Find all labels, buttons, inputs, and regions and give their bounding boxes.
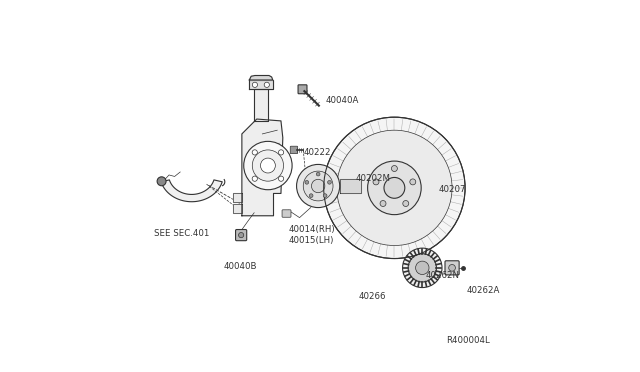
Circle shape (408, 254, 436, 282)
Circle shape (323, 194, 327, 198)
Circle shape (296, 164, 340, 208)
FancyBboxPatch shape (445, 261, 459, 275)
Text: 40222: 40222 (303, 148, 331, 157)
Text: R400004L: R400004L (447, 336, 490, 345)
FancyBboxPatch shape (236, 230, 246, 241)
Circle shape (449, 264, 456, 271)
Polygon shape (232, 193, 242, 202)
Text: 40040B: 40040B (223, 262, 257, 271)
Circle shape (384, 177, 405, 198)
Circle shape (410, 179, 416, 185)
FancyBboxPatch shape (291, 146, 298, 154)
Circle shape (403, 248, 442, 288)
Circle shape (373, 179, 379, 185)
Circle shape (252, 176, 257, 181)
Circle shape (316, 172, 320, 176)
Circle shape (278, 176, 284, 181)
Text: 40262A: 40262A (467, 286, 500, 295)
Polygon shape (250, 80, 273, 89)
FancyBboxPatch shape (298, 85, 307, 94)
Circle shape (324, 117, 465, 259)
Text: 40040A: 40040A (326, 96, 359, 105)
Circle shape (278, 150, 284, 155)
Circle shape (264, 82, 269, 87)
Circle shape (367, 161, 421, 215)
Circle shape (337, 130, 452, 246)
Circle shape (328, 180, 332, 184)
Text: 40262N: 40262N (426, 271, 460, 280)
Circle shape (252, 150, 284, 181)
Circle shape (157, 177, 166, 186)
Text: SEE SEC.401: SEE SEC.401 (154, 229, 210, 238)
Polygon shape (161, 180, 222, 202)
Polygon shape (250, 76, 273, 80)
Circle shape (403, 201, 409, 206)
FancyBboxPatch shape (282, 210, 291, 217)
Text: 40207: 40207 (439, 185, 467, 194)
Text: 40266: 40266 (358, 292, 386, 301)
Circle shape (252, 150, 257, 155)
Circle shape (392, 166, 397, 171)
Polygon shape (340, 179, 361, 193)
Circle shape (239, 232, 244, 238)
Polygon shape (242, 119, 283, 216)
Circle shape (380, 201, 386, 206)
Circle shape (303, 171, 333, 201)
Text: 40202M: 40202M (355, 174, 390, 183)
Circle shape (244, 141, 292, 190)
Circle shape (260, 158, 275, 173)
Circle shape (309, 194, 313, 198)
Polygon shape (254, 89, 268, 121)
Circle shape (252, 82, 257, 87)
Circle shape (312, 179, 325, 193)
Polygon shape (232, 204, 242, 213)
Circle shape (305, 180, 308, 184)
Text: 40014(RH): 40014(RH) (289, 225, 335, 234)
Text: 40015(LH): 40015(LH) (289, 236, 333, 245)
Circle shape (415, 261, 429, 275)
